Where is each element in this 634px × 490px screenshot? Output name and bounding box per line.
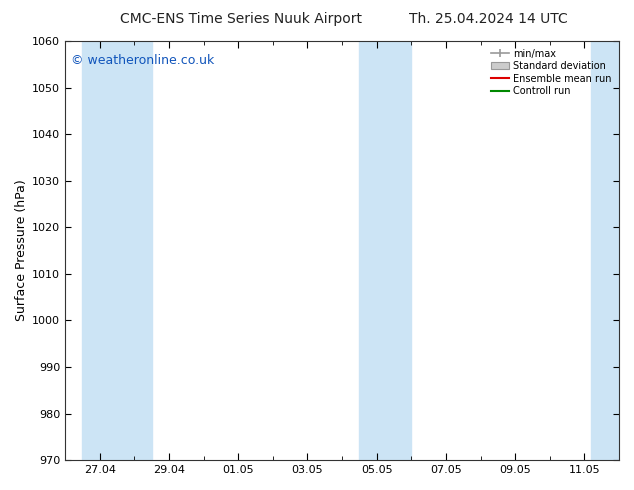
Text: CMC-ENS Time Series Nuuk Airport: CMC-ENS Time Series Nuuk Airport <box>120 12 362 26</box>
Y-axis label: Surface Pressure (hPa): Surface Pressure (hPa) <box>15 180 28 321</box>
Bar <box>359 41 411 460</box>
Bar <box>82 41 152 460</box>
Text: Th. 25.04.2024 14 UTC: Th. 25.04.2024 14 UTC <box>409 12 567 26</box>
Legend: min/max, Standard deviation, Ensemble mean run, Controll run: min/max, Standard deviation, Ensemble me… <box>488 46 614 99</box>
Text: © weatheronline.co.uk: © weatheronline.co.uk <box>71 53 214 67</box>
Bar <box>592 41 619 460</box>
